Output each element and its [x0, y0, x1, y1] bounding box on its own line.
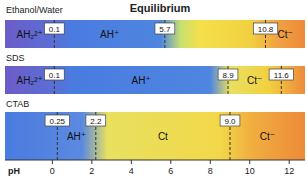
pka-label: 2.2: [90, 117, 102, 126]
species-label: AH₂²⁺: [16, 75, 42, 86]
panel-label: Ethanol/Water: [6, 5, 63, 15]
x-tick: [170, 160, 171, 164]
x-tick-label: 2: [89, 166, 94, 176]
species-label: Ct⁻: [260, 131, 275, 142]
pka-label: 9.0: [224, 117, 236, 126]
pka-label: 11.6: [274, 71, 290, 80]
pka-box: [44, 69, 64, 80]
diagram: Equilibrium Ethanol/Water AH₂²⁺ AH⁺ Ct⁻ 0.1 5.…: [0, 0, 308, 189]
species-label: Ct⁻: [247, 75, 262, 86]
x-tick-label: 8: [208, 166, 213, 176]
pka-label: 10.8: [258, 25, 274, 34]
pka-box: [220, 115, 240, 126]
x-tick: [131, 160, 132, 164]
species-band: [5, 66, 305, 94]
x-axis-label: pH: [8, 166, 20, 176]
pka-box: [253, 23, 277, 34]
x-tick: [52, 160, 53, 164]
x-tick-label: 4: [129, 166, 134, 176]
x-tick: [210, 160, 211, 164]
x-tick: [249, 160, 250, 164]
x-tick-label: 10: [245, 166, 255, 176]
title: Equilibrium: [130, 2, 191, 14]
pka-label: 0.1: [49, 71, 61, 80]
pka-label: 8.9: [222, 71, 234, 80]
pka-box: [218, 69, 238, 80]
species-label: Ct⁻: [278, 29, 293, 40]
x-tick-label: 12: [284, 166, 294, 176]
x-tick: [289, 160, 290, 164]
pka-box: [86, 115, 106, 126]
x-tick-label: 6: [168, 166, 173, 176]
pka-label: 0.25: [50, 117, 66, 126]
species-label: AH⁺: [132, 75, 151, 86]
species-label: Ct: [158, 131, 168, 142]
pka-label: 5.7: [159, 25, 171, 34]
species-label: AH⁺: [67, 131, 86, 142]
x-tick-label: 0: [50, 166, 55, 176]
pka-label: 0.1: [49, 25, 61, 34]
pka-box: [44, 23, 64, 34]
pka-box: [155, 23, 175, 34]
species-band: [5, 20, 305, 48]
species-band: [5, 112, 305, 160]
species-label: AH⁺: [100, 29, 119, 40]
pka-box: [269, 69, 293, 80]
pka-box: [45, 115, 69, 126]
species-label: AH₂²⁺: [16, 29, 42, 40]
panel-label: SDS: [6, 53, 25, 63]
panel-label: CTAB: [6, 99, 29, 109]
x-axis: [5, 160, 305, 161]
x-tick: [91, 160, 92, 164]
